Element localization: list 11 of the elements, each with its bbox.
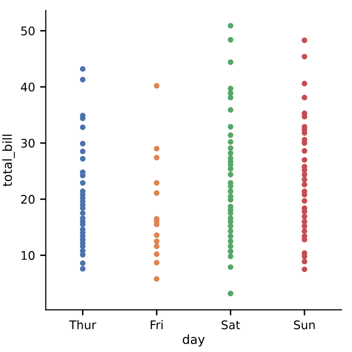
y-tick-label: 40 <box>20 82 35 92</box>
x-axis-title: day <box>182 334 205 346</box>
y-axis-title: total_bill <box>2 134 15 186</box>
x-tick-label: Sat <box>222 320 240 330</box>
x-tick-label: Fri <box>150 320 163 330</box>
y-tick-label: 50 <box>21 26 35 36</box>
y-tick-label: 10 <box>22 251 35 260</box>
x-tick-label: Sun <box>294 320 315 330</box>
y-tick-label: 30 <box>21 138 35 148</box>
x-tick-label: Thur <box>69 320 96 330</box>
y-tick-label: 20 <box>21 194 35 204</box>
